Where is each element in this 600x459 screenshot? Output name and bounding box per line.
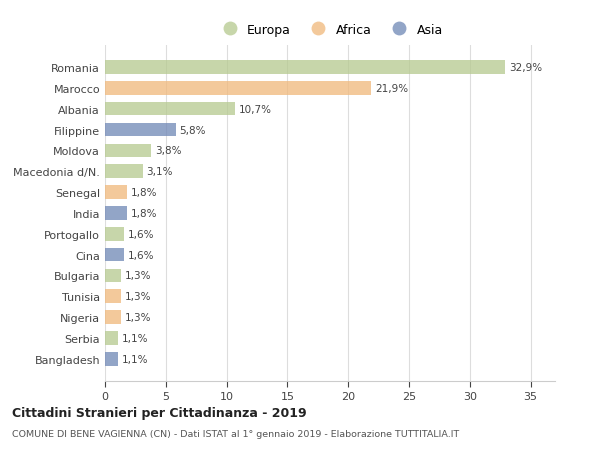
Text: 3,1%: 3,1% bbox=[146, 167, 173, 177]
Text: 1,8%: 1,8% bbox=[131, 188, 157, 198]
Text: 1,3%: 1,3% bbox=[124, 313, 151, 322]
Text: 3,8%: 3,8% bbox=[155, 146, 181, 156]
Bar bbox=[105, 165, 143, 179]
Text: COMUNE DI BENE VAGIENNA (CN) - Dati ISTAT al 1° gennaio 2019 - Elaborazione TUTT: COMUNE DI BENE VAGIENNA (CN) - Dati ISTA… bbox=[12, 429, 459, 438]
Bar bbox=[105, 248, 124, 262]
Text: 1,8%: 1,8% bbox=[131, 208, 157, 218]
Text: 1,6%: 1,6% bbox=[128, 229, 155, 239]
Text: 1,1%: 1,1% bbox=[122, 354, 149, 364]
Text: 1,3%: 1,3% bbox=[124, 271, 151, 281]
Text: 1,1%: 1,1% bbox=[122, 333, 149, 343]
Bar bbox=[105, 311, 121, 324]
Text: 1,3%: 1,3% bbox=[124, 291, 151, 302]
Bar bbox=[105, 352, 118, 366]
Bar bbox=[105, 269, 121, 283]
Text: 5,8%: 5,8% bbox=[179, 125, 206, 135]
Bar bbox=[105, 61, 505, 75]
Bar bbox=[105, 186, 127, 199]
Bar bbox=[105, 228, 124, 241]
Bar bbox=[105, 207, 127, 220]
Bar bbox=[105, 82, 371, 95]
Text: 1,6%: 1,6% bbox=[128, 250, 155, 260]
Bar bbox=[105, 144, 151, 158]
Bar bbox=[105, 331, 118, 345]
Bar bbox=[105, 103, 235, 116]
Text: 32,9%: 32,9% bbox=[509, 63, 542, 73]
Text: Cittadini Stranieri per Cittadinanza - 2019: Cittadini Stranieri per Cittadinanza - 2… bbox=[12, 406, 307, 419]
Text: 10,7%: 10,7% bbox=[239, 105, 272, 114]
Bar bbox=[105, 123, 176, 137]
Bar bbox=[105, 290, 121, 303]
Text: 21,9%: 21,9% bbox=[375, 84, 408, 94]
Legend: Europa, Africa, Asia: Europa, Africa, Asia bbox=[212, 19, 448, 42]
